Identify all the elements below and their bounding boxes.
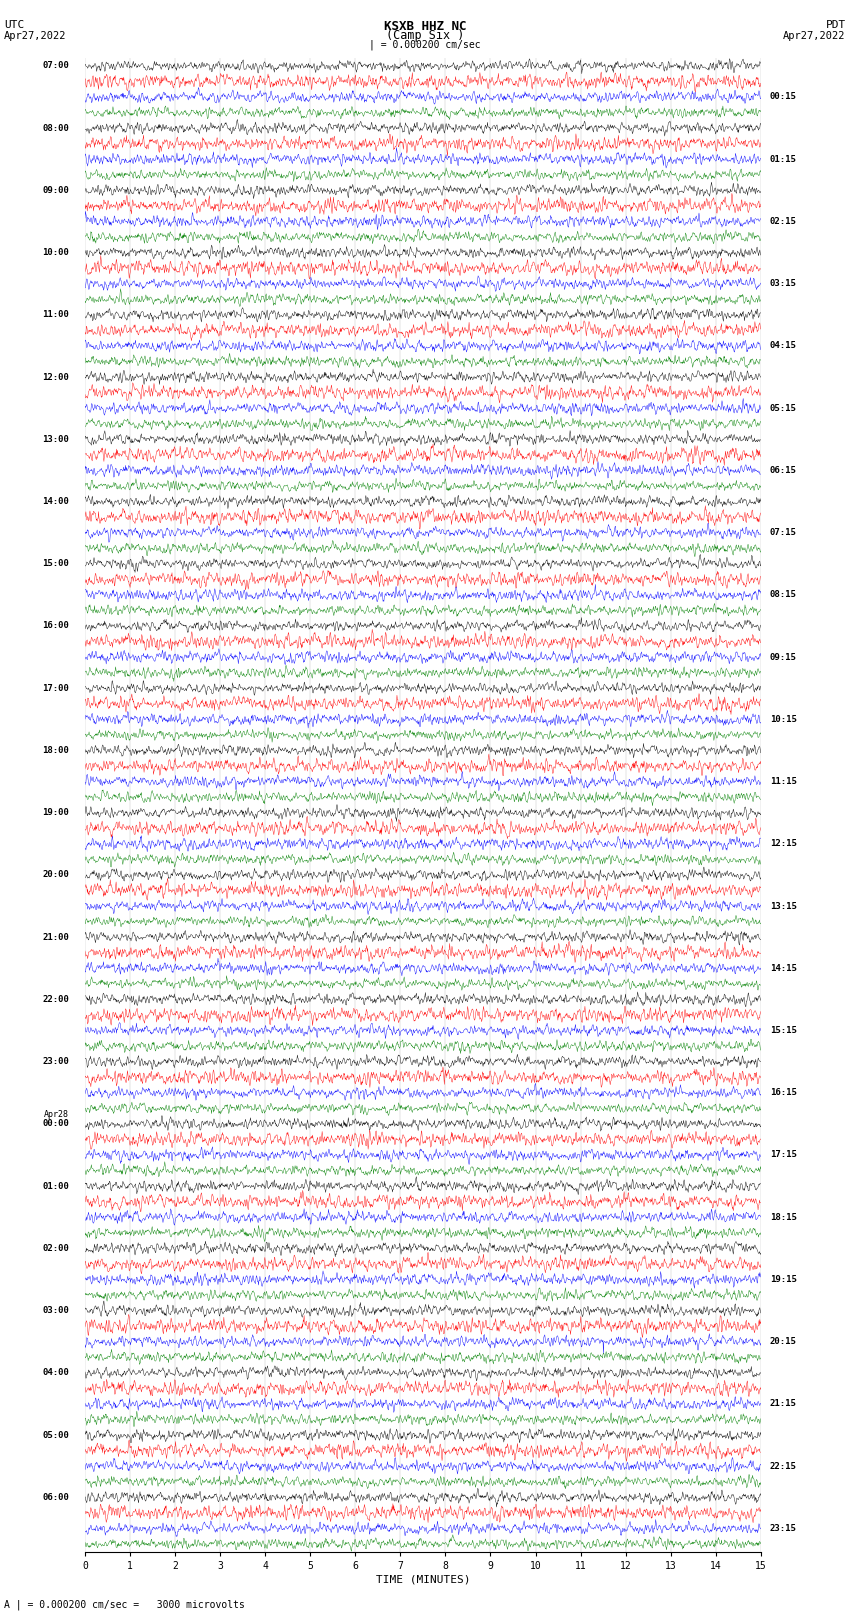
Text: 13:15: 13:15 xyxy=(770,902,796,910)
Text: 07:00: 07:00 xyxy=(42,61,69,71)
Text: 14:15: 14:15 xyxy=(770,963,796,973)
Text: 23:00: 23:00 xyxy=(42,1057,69,1066)
Text: 05:00: 05:00 xyxy=(42,1431,69,1439)
Text: 14:00: 14:00 xyxy=(42,497,69,506)
Text: 00:00: 00:00 xyxy=(42,1119,69,1129)
Text: Apr27,2022: Apr27,2022 xyxy=(783,31,846,40)
Text: UTC: UTC xyxy=(4,19,25,31)
Text: 18:15: 18:15 xyxy=(770,1213,796,1221)
Text: 01:00: 01:00 xyxy=(42,1182,69,1190)
Text: 02:00: 02:00 xyxy=(42,1244,69,1253)
Text: 20:00: 20:00 xyxy=(42,871,69,879)
Text: Apr28: Apr28 xyxy=(44,1110,69,1119)
Text: A | = 0.000200 cm/sec =   3000 microvolts: A | = 0.000200 cm/sec = 3000 microvolts xyxy=(4,1598,245,1610)
X-axis label: TIME (MINUTES): TIME (MINUTES) xyxy=(376,1574,470,1586)
Text: 13:00: 13:00 xyxy=(42,436,69,444)
Text: 10:00: 10:00 xyxy=(42,248,69,256)
Text: 17:15: 17:15 xyxy=(770,1150,796,1160)
Text: 10:15: 10:15 xyxy=(770,715,796,724)
Text: 22:00: 22:00 xyxy=(42,995,69,1003)
Text: 01:15: 01:15 xyxy=(770,155,796,163)
Text: 15:15: 15:15 xyxy=(770,1026,796,1036)
Text: (Camp Six ): (Camp Six ) xyxy=(386,29,464,42)
Text: 09:00: 09:00 xyxy=(42,185,69,195)
Text: 06:00: 06:00 xyxy=(42,1492,69,1502)
Text: 04:00: 04:00 xyxy=(42,1368,69,1378)
Text: 06:15: 06:15 xyxy=(770,466,796,474)
Text: 02:15: 02:15 xyxy=(770,216,796,226)
Text: 16:15: 16:15 xyxy=(770,1089,796,1097)
Text: 21:00: 21:00 xyxy=(42,932,69,942)
Text: 12:15: 12:15 xyxy=(770,839,796,848)
Text: 15:00: 15:00 xyxy=(42,560,69,568)
Text: Apr27,2022: Apr27,2022 xyxy=(4,31,67,40)
Text: 17:00: 17:00 xyxy=(42,684,69,692)
Text: 00:15: 00:15 xyxy=(770,92,796,102)
Text: 03:00: 03:00 xyxy=(42,1307,69,1315)
Text: 18:00: 18:00 xyxy=(42,745,69,755)
Text: 16:00: 16:00 xyxy=(42,621,69,631)
Text: 19:00: 19:00 xyxy=(42,808,69,818)
Text: 11:00: 11:00 xyxy=(42,310,69,319)
Text: 05:15: 05:15 xyxy=(770,403,796,413)
Text: 09:15: 09:15 xyxy=(770,653,796,661)
Text: 20:15: 20:15 xyxy=(770,1337,796,1347)
Text: 12:00: 12:00 xyxy=(42,373,69,382)
Text: 11:15: 11:15 xyxy=(770,777,796,786)
Text: 03:15: 03:15 xyxy=(770,279,796,289)
Text: 07:15: 07:15 xyxy=(770,527,796,537)
Text: KSXB HHZ NC: KSXB HHZ NC xyxy=(383,19,467,34)
Text: 21:15: 21:15 xyxy=(770,1400,796,1408)
Text: 19:15: 19:15 xyxy=(770,1274,796,1284)
Text: PDT: PDT xyxy=(825,19,846,31)
Text: 23:15: 23:15 xyxy=(770,1524,796,1532)
Text: 04:15: 04:15 xyxy=(770,342,796,350)
Text: 08:00: 08:00 xyxy=(42,124,69,132)
Text: 22:15: 22:15 xyxy=(770,1461,796,1471)
Text: | = 0.000200 cm/sec: | = 0.000200 cm/sec xyxy=(369,39,481,50)
Text: 08:15: 08:15 xyxy=(770,590,796,600)
